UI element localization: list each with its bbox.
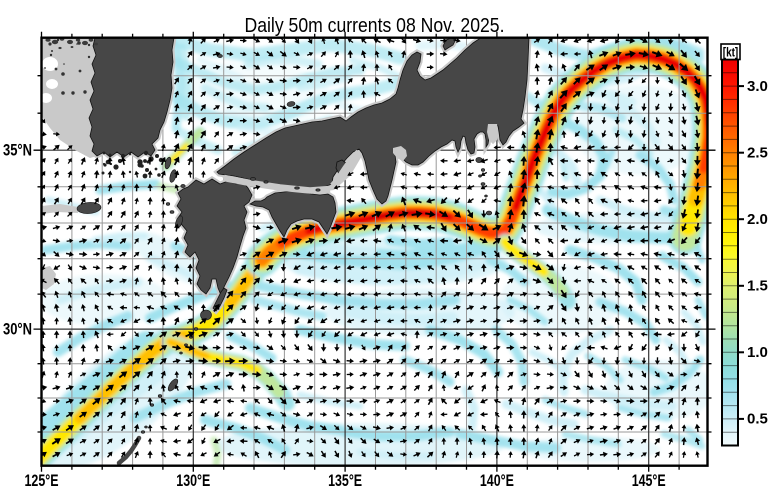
svg-text:130°E: 130°E xyxy=(176,472,210,490)
svg-text:2.5: 2.5 xyxy=(747,145,768,162)
svg-text:35°N: 35°N xyxy=(3,142,32,160)
svg-text:1.0: 1.0 xyxy=(747,344,768,361)
svg-text:125°E: 125°E xyxy=(25,472,59,490)
svg-text:145°E: 145°E xyxy=(632,472,666,490)
svg-text:135°E: 135°E xyxy=(328,472,362,490)
svg-text:140°E: 140°E xyxy=(480,472,514,490)
svg-text:1.5: 1.5 xyxy=(747,278,768,295)
svg-text:Daily 50m currents 08 Nov. 202: Daily 50m currents 08 Nov. 2025. xyxy=(245,14,505,37)
svg-text:3.0: 3.0 xyxy=(747,78,768,95)
svg-text:30°N: 30°N xyxy=(3,321,32,339)
svg-text:[kt]: [kt] xyxy=(723,45,739,60)
svg-text:0.5: 0.5 xyxy=(747,411,768,428)
svg-text:2.0: 2.0 xyxy=(747,211,768,228)
